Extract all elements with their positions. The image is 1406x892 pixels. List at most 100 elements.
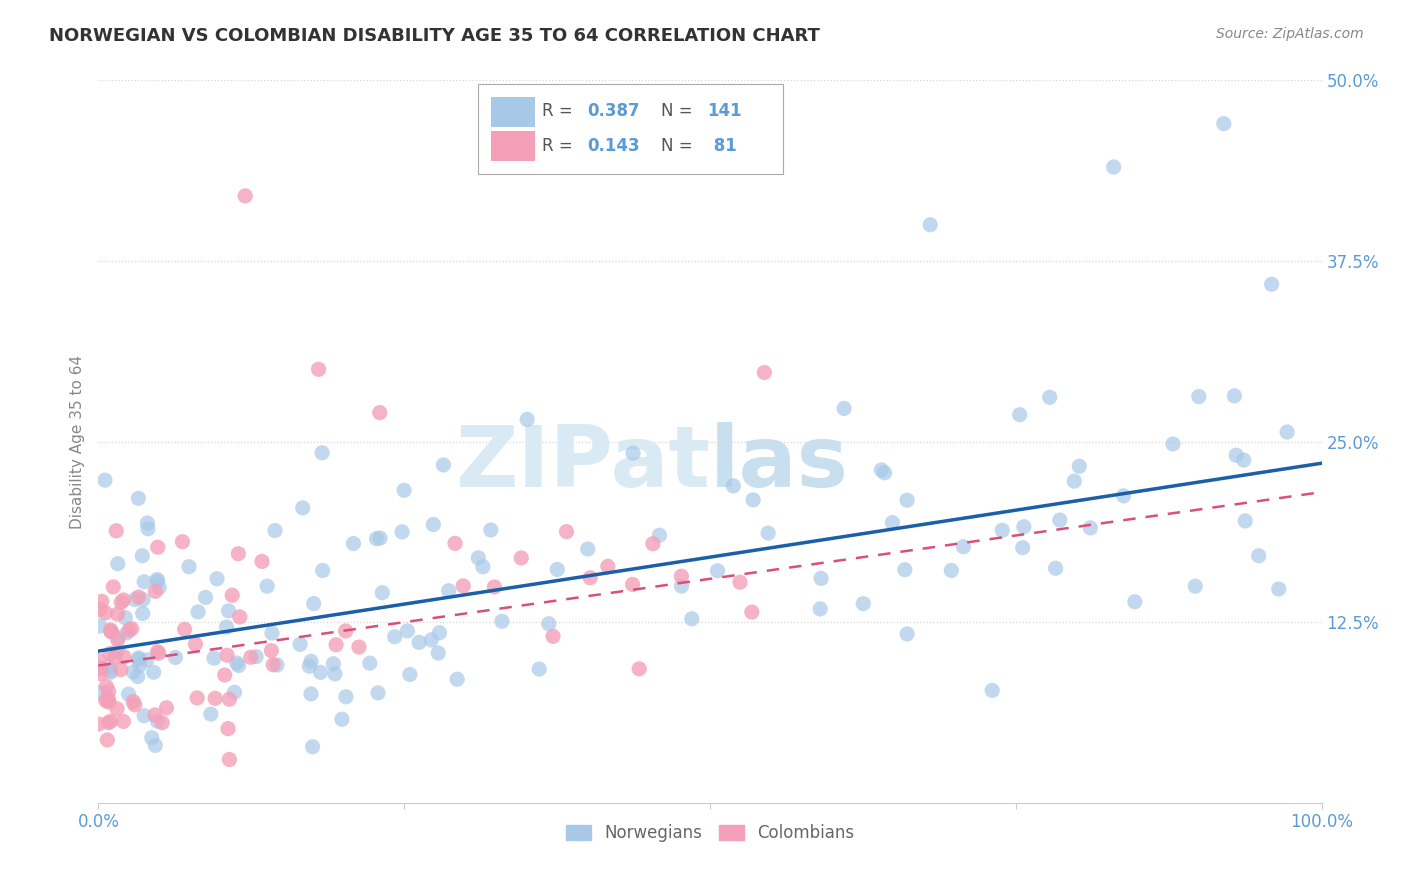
Point bbox=[484, 580, 506, 594]
Point bbox=[628, 662, 651, 676]
Point bbox=[728, 575, 751, 590]
Point bbox=[896, 627, 918, 641]
Point bbox=[215, 620, 238, 634]
Point bbox=[1161, 437, 1184, 451]
Point bbox=[97, 659, 120, 673]
Point bbox=[371, 585, 394, 599]
Point bbox=[873, 466, 896, 480]
Text: 0.143: 0.143 bbox=[588, 137, 640, 155]
Point bbox=[299, 654, 322, 668]
Point bbox=[100, 665, 122, 679]
Point bbox=[89, 602, 111, 616]
Point bbox=[555, 524, 578, 539]
Point bbox=[1225, 448, 1247, 462]
Point bbox=[131, 607, 153, 621]
Point bbox=[335, 690, 357, 704]
Point bbox=[298, 659, 321, 673]
Point bbox=[742, 492, 765, 507]
Point bbox=[143, 739, 166, 753]
Point bbox=[309, 665, 332, 680]
Point bbox=[127, 491, 149, 506]
Point bbox=[121, 622, 143, 636]
Point bbox=[368, 531, 391, 545]
Point bbox=[1011, 541, 1033, 555]
Point bbox=[217, 648, 239, 663]
Point bbox=[107, 557, 129, 571]
Point bbox=[103, 650, 125, 665]
Point bbox=[832, 401, 855, 416]
Point bbox=[112, 593, 135, 607]
Point bbox=[808, 602, 831, 616]
Point bbox=[941, 564, 963, 578]
Point bbox=[398, 667, 420, 681]
Point bbox=[706, 564, 728, 578]
Point bbox=[97, 715, 120, 730]
Point bbox=[516, 412, 538, 426]
Point bbox=[546, 562, 568, 576]
Point bbox=[420, 632, 443, 647]
Point bbox=[205, 572, 228, 586]
Point bbox=[1247, 549, 1270, 563]
Point bbox=[214, 668, 236, 682]
Point bbox=[391, 524, 413, 539]
Point bbox=[810, 571, 832, 585]
Text: 0.387: 0.387 bbox=[588, 103, 640, 120]
Point bbox=[110, 663, 132, 677]
Point bbox=[98, 647, 121, 661]
Point bbox=[920, 218, 942, 232]
Point bbox=[217, 722, 239, 736]
Point bbox=[184, 637, 207, 651]
Point bbox=[291, 500, 314, 515]
Point bbox=[97, 695, 120, 709]
Point bbox=[218, 692, 240, 706]
Point bbox=[100, 714, 122, 729]
Text: ZIPat: ZIPat bbox=[456, 422, 710, 505]
Point bbox=[260, 643, 283, 657]
Point bbox=[112, 714, 135, 729]
Point bbox=[194, 591, 217, 605]
Point bbox=[952, 540, 974, 554]
Point bbox=[204, 691, 226, 706]
Point bbox=[723, 479, 745, 493]
Point bbox=[756, 526, 779, 541]
Point bbox=[221, 588, 243, 602]
Point bbox=[325, 638, 347, 652]
Point bbox=[264, 524, 287, 538]
Point bbox=[621, 577, 644, 591]
Point bbox=[741, 605, 763, 619]
Point bbox=[894, 563, 917, 577]
Point bbox=[852, 597, 875, 611]
Point bbox=[396, 624, 419, 638]
Point bbox=[1123, 595, 1146, 609]
Point bbox=[648, 528, 671, 542]
Point bbox=[146, 573, 169, 587]
Point bbox=[432, 458, 454, 472]
Point bbox=[1112, 489, 1135, 503]
Point bbox=[529, 662, 551, 676]
Point bbox=[1260, 277, 1282, 292]
Point bbox=[359, 656, 381, 670]
Text: NORWEGIAN VS COLOMBIAN DISABILITY AGE 35 TO 64 CORRELATION CHART: NORWEGIAN VS COLOMBIAN DISABILITY AGE 35… bbox=[49, 27, 820, 45]
Point bbox=[100, 623, 122, 637]
Point bbox=[186, 690, 208, 705]
Point bbox=[200, 707, 222, 722]
Point bbox=[218, 604, 240, 618]
Point bbox=[128, 651, 150, 665]
Point bbox=[155, 700, 177, 714]
Point bbox=[136, 522, 159, 536]
Text: N =: N = bbox=[661, 137, 697, 155]
Point bbox=[96, 679, 118, 693]
Point bbox=[105, 524, 128, 538]
Point bbox=[225, 656, 247, 670]
Point bbox=[117, 687, 139, 701]
Point bbox=[132, 592, 155, 607]
Point bbox=[148, 646, 170, 660]
Point bbox=[260, 626, 283, 640]
Point bbox=[870, 463, 893, 477]
Point bbox=[90, 666, 112, 681]
Point bbox=[218, 752, 240, 766]
Point bbox=[408, 635, 430, 649]
Point bbox=[1267, 582, 1289, 596]
Point bbox=[681, 612, 703, 626]
Point bbox=[579, 571, 602, 585]
